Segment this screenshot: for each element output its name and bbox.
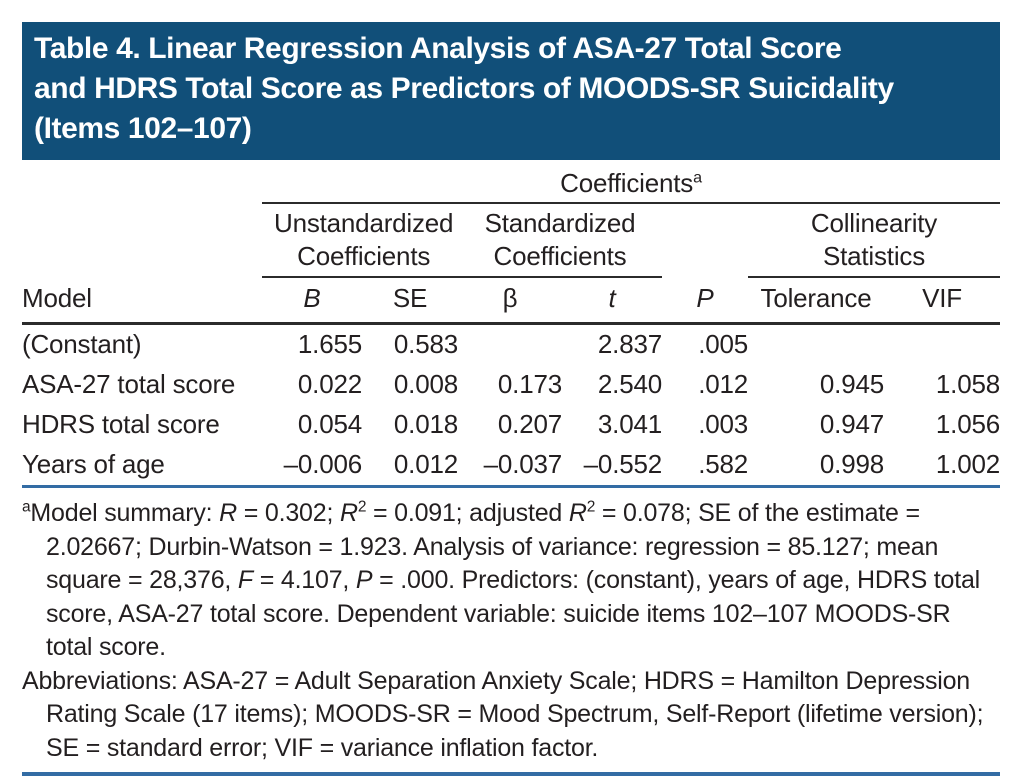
cell-p: .012 [698,369,748,399]
column-header-beta: β [458,278,562,325]
group-unstandardized: Unstandardized Coefficients [262,203,466,278]
footnote-model-summary: aModel summary: R = 0.302; R2 = 0.091; a… [22,498,981,661]
coefficients-footnote-marker: a [693,168,702,187]
column-header-model: Model [22,278,262,325]
cell-p: .582 [662,445,748,488]
cell-beta: –0.037 [458,445,562,488]
table-row-age: Years of age –0.006 0.012 –0.037 –0.552 … [22,445,1000,488]
group-standardized: Standardized Coefficients [458,203,662,278]
cell-beta: 0.207 [497,409,562,439]
cell-model: Years of age [22,445,262,488]
column-header-se: SE [362,278,458,325]
table-bottom-rule [22,772,1000,776]
cell-b: –0.006 [262,445,362,488]
cell-vif [884,324,1000,366]
group-header-row: Unstandardized Coefficients Standardized… [22,203,1000,278]
cell-b: 0.054 [297,409,362,439]
column-header-tolerance: Tolerance [748,278,884,325]
regression-table: Coefficientsa Unstandardized Coefficient… [22,168,1000,488]
table-row-constant: (Constant) 1.655 0.583 2.837 .005 [22,324,1000,366]
group-spacer-p [662,203,748,278]
cell-vif: 1.058 [935,369,1000,399]
cell-b: 0.022 [297,369,362,399]
footnote-abbreviations: Abbreviations: ASA-27 = Adult Separation… [22,666,984,762]
column-header-row: Model B SE β t P Tolerance VIF [22,278,1000,325]
cell-t: –0.552 [562,445,662,488]
cell-beta [458,324,562,366]
table-title-line-3: (Items 102–107) [34,112,252,145]
cell-model: ASA-27 total score [22,369,236,399]
spanner-row: Coefficientsa [22,168,1000,204]
table-footnotes: aModel summary: R = 0.302; R2 = 0.091; a… [22,497,1000,765]
cell-se: 0.012 [362,445,458,488]
group-collinearity: Collinearity Statistics [748,203,1000,278]
cell-t: 2.540 [597,369,662,399]
table-title-banner: Table 4. Linear Regression Analysis of A… [22,22,1000,160]
cell-t: 2.837 [597,329,662,359]
group-standardized-label: Standardized Coefficients [458,207,662,278]
coefficients-spanner-label: Coefficients [560,168,694,198]
column-header-b: B [262,278,362,325]
cell-se: 0.583 [393,329,458,359]
cell-p: .005 [698,329,748,359]
cell-tolerance: 0.945 [819,369,884,399]
table-row-hdrs: HDRS total score 0.054 0.018 0.207 3.041… [22,405,1000,445]
column-header-t: t [562,278,662,325]
cell-b: 1.655 [297,329,362,359]
coefficients-spanner: Coefficientsa [262,168,1000,204]
table-title-line-1: Table 4. Linear Regression Analysis of A… [34,32,842,65]
cell-model: (Constant) [22,329,142,359]
cell-tolerance [748,324,884,366]
column-header-p: P [662,278,748,325]
table-title-line-2: and HDRS Total Score as Predictors of MO… [34,72,894,105]
cell-beta: 0.173 [497,369,562,399]
cell-se: 0.008 [393,369,458,399]
group-collinearity-label: Collinearity Statistics [748,207,1000,278]
spanner-spacer [22,168,262,203]
cell-tolerance: 0.947 [819,409,884,439]
group-unstandardized-label: Unstandardized Coefficients [262,207,466,278]
cell-model: HDRS total score [22,409,220,439]
cell-vif: 1.056 [935,409,1000,439]
column-header-vif: VIF [884,278,1000,325]
cell-t: 3.041 [597,409,662,439]
cell-tolerance: 0.998 [748,445,884,488]
cell-se: 0.018 [393,409,458,439]
cell-vif: 1.002 [884,445,1000,488]
table-row-asa27: ASA-27 total score 0.022 0.008 0.173 2.5… [22,365,1000,405]
group-spacer-model [22,203,262,278]
cell-p: .003 [698,409,748,439]
